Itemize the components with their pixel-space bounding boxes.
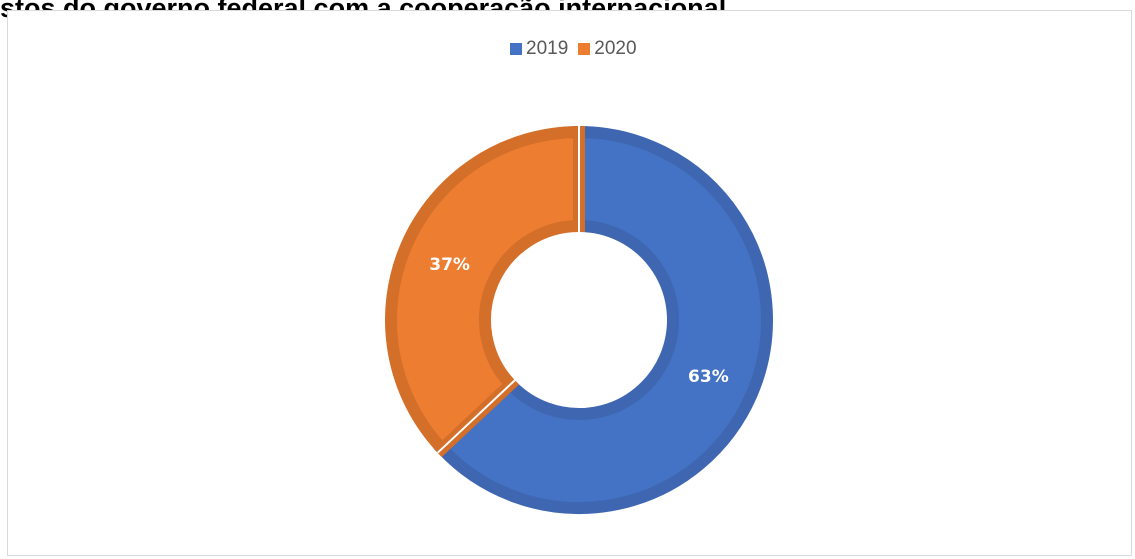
legend-swatch-2019: [510, 43, 522, 55]
donut-slice-2020: [385, 125, 585, 458]
data-label-2019: 63%: [688, 367, 729, 387]
legend-swatch-2020: [578, 43, 591, 55]
legend-label-2020: 2020: [594, 38, 637, 59]
legend-label-2019: 2019: [526, 38, 569, 59]
legend-item-2020: 2020: [578, 38, 637, 60]
slice-separator: [436, 379, 516, 454]
donut-slice-2019: [433, 125, 773, 514]
legend: 2019 2020: [510, 38, 647, 60]
data-label-2020: 37%: [429, 255, 470, 275]
legend-item-2019: 2019: [510, 38, 568, 60]
